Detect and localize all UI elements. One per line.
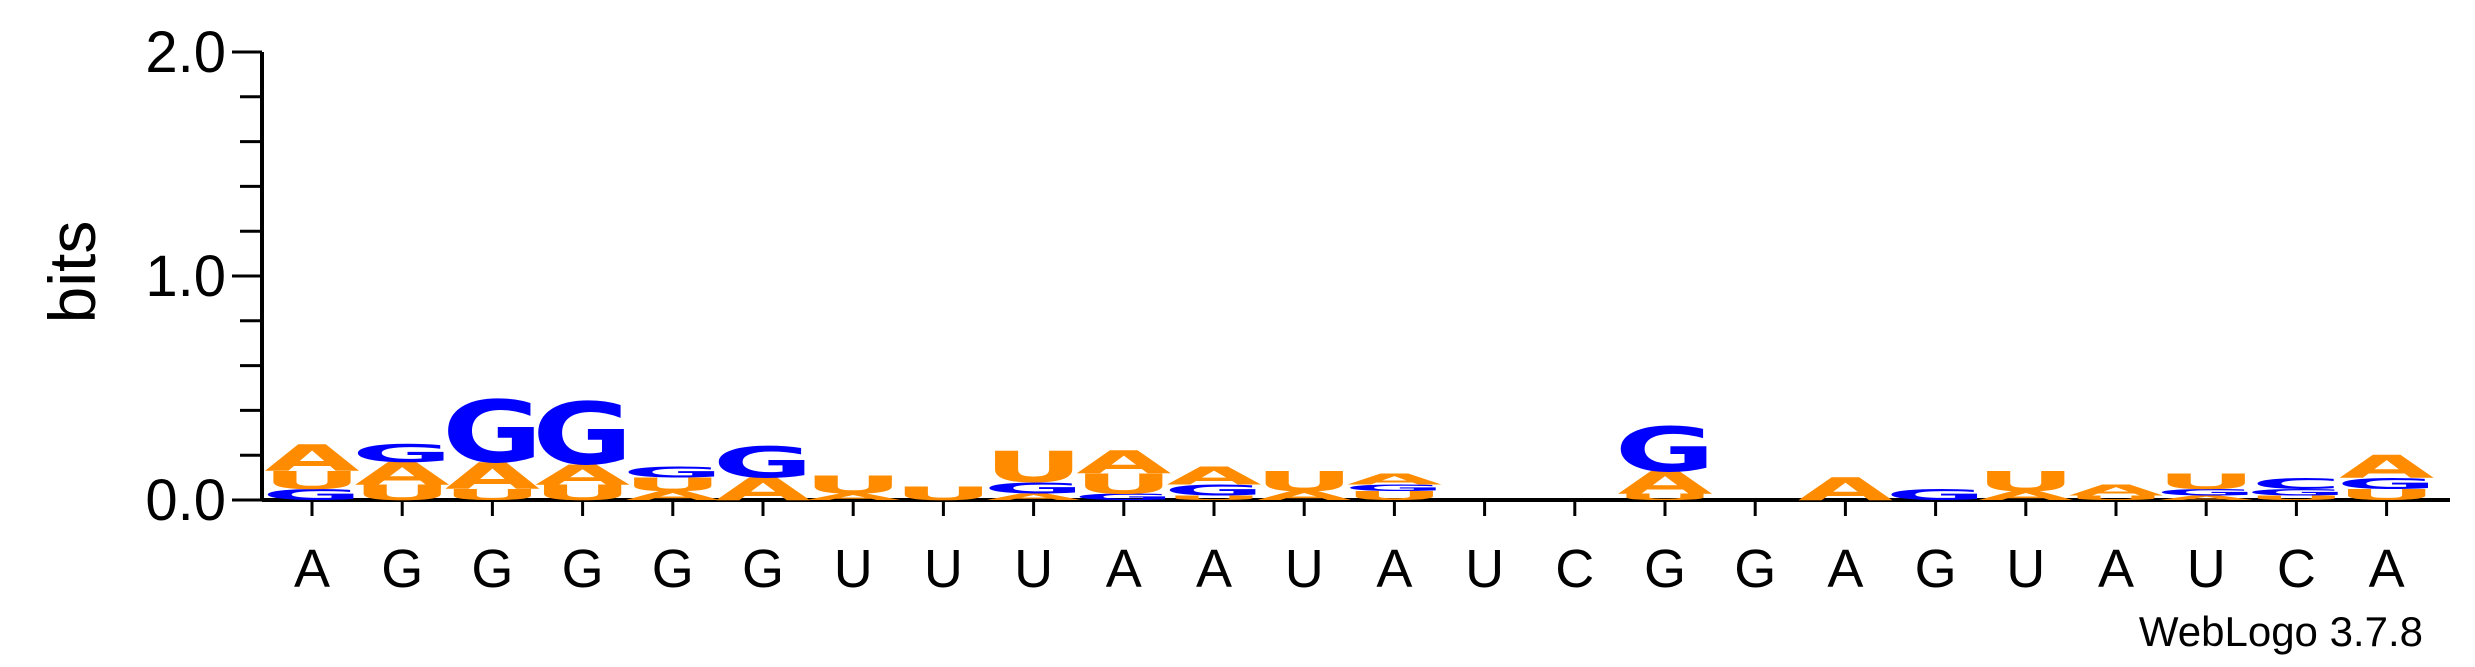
x-tick-label: G [1644, 539, 1686, 599]
y-axis-label: bits [35, 221, 109, 324]
logo-letter-G: G [262, 486, 363, 504]
logo-letter-A: A [355, 456, 450, 492]
logo-letter-U: U [2337, 486, 2437, 504]
logo-letter-U: U [1345, 489, 1445, 503]
logo-letter-G: G [713, 438, 814, 488]
logo-letter-A: A [986, 491, 1081, 502]
logo-letter-U: U [1254, 465, 1354, 497]
x-tick-label: A [2098, 539, 2134, 599]
x-tick-label: A [1827, 539, 1863, 599]
logo-letter-A: A [1798, 472, 1893, 508]
logo-letter-U: U [803, 471, 903, 500]
logo-letter-U: U [2156, 469, 2256, 494]
logo-letter-U: U [984, 442, 1084, 492]
logo-letter-U: U [1615, 491, 1715, 502]
logo-letter-A: A [1076, 445, 1171, 481]
logo-letter-G: G [2246, 487, 2347, 498]
x-tick-label: A [2369, 539, 2405, 599]
x-tick-label: A [294, 539, 330, 599]
logo-letter-A: A [2068, 481, 2163, 499]
x-tick-label: U [1465, 539, 1504, 599]
y-tick-label: 2.0 [145, 20, 226, 85]
logo-letter-A: A [1617, 465, 1712, 501]
logo-letter-G: G [1073, 491, 1174, 502]
logo-letter-U: U [533, 480, 633, 505]
x-tick-label: A [1196, 539, 1232, 599]
logo-letter-A: A [2159, 494, 2254, 501]
x-tick-label: C [2277, 539, 2316, 599]
logo-letter-G: G [352, 439, 453, 468]
x-tick-label: G [381, 539, 423, 599]
logo-letter-A: A [625, 489, 721, 503]
logo-letter-G: G [442, 382, 543, 482]
logo-letter-A: A [535, 459, 630, 491]
logo-letter-A: A [1978, 489, 2074, 503]
x-tick-label: U [2006, 539, 2045, 599]
x-tick-label: U [1014, 539, 1053, 599]
logo-letter-G: G [1885, 486, 1986, 504]
logo-letter-U: U [262, 466, 362, 495]
x-tick-label: G [1915, 539, 1957, 599]
logo-letter-G: G [2156, 487, 2257, 498]
x-tick-label: U [2187, 539, 2226, 599]
logo-letter-U: U [352, 480, 452, 505]
x-tick-label: G [562, 539, 604, 599]
logo-letter-G: G [2336, 475, 2437, 493]
logo-letter-G: G [532, 385, 633, 485]
logo-letter-A: A [806, 491, 901, 502]
x-tick-label: C [1555, 539, 1594, 599]
logo-letter-G: G [622, 463, 723, 481]
x-tick-label: A [1106, 539, 1142, 599]
logo-letter-A: A [715, 472, 810, 508]
x-tick-label: G [652, 539, 694, 599]
y-tick-label: 1.0 [145, 244, 226, 309]
logo-letter-C: C [2251, 475, 2341, 493]
logo-letter-U: U [1074, 468, 1174, 500]
logo-letter-U: U [623, 474, 723, 496]
logo-letter-U: U [894, 483, 994, 505]
logo-letter-U: U [1976, 465, 2076, 497]
x-tick-label: U [924, 539, 963, 599]
weblogo-credit: WebLogo 3.7.8 [2139, 608, 2423, 655]
logo-letter-G: G [1164, 481, 1265, 499]
y-tick-label: 0.0 [145, 468, 226, 533]
logo-letter-A: A [264, 437, 359, 480]
logo-letter-U: U [443, 486, 543, 504]
x-tick-label: A [1376, 539, 1412, 599]
logo-letter-G: G [983, 479, 1084, 497]
axes: 0.0 1.0 2.0 [145, 20, 2450, 533]
logo-letter-A: A [1166, 462, 1262, 491]
logo-stacks: GUAUAGUAGUAGAUGAGAUUAGUGUAUGAAUUGAUAGAGA… [262, 382, 2437, 507]
logo-letter-G: G [1615, 414, 1716, 485]
x-tick-label: U [1285, 539, 1324, 599]
logo-letter-U: U [1164, 494, 1264, 501]
x-tick-label: G [742, 539, 784, 599]
x-tick-label: G [471, 539, 513, 599]
logo-letter-A: A [1257, 489, 1353, 503]
logo-letter-U: U [2066, 494, 2166, 501]
logo-letter-A: A [1347, 470, 1442, 488]
x-tick-label: U [834, 539, 873, 599]
x-tick-label: G [1734, 539, 1776, 599]
logo-letter-U: U [2247, 494, 2347, 501]
logo-letter-G: G [1344, 482, 1445, 493]
logo-letter-A: A [2339, 449, 2434, 485]
logo-letter-A: A [445, 455, 540, 498]
